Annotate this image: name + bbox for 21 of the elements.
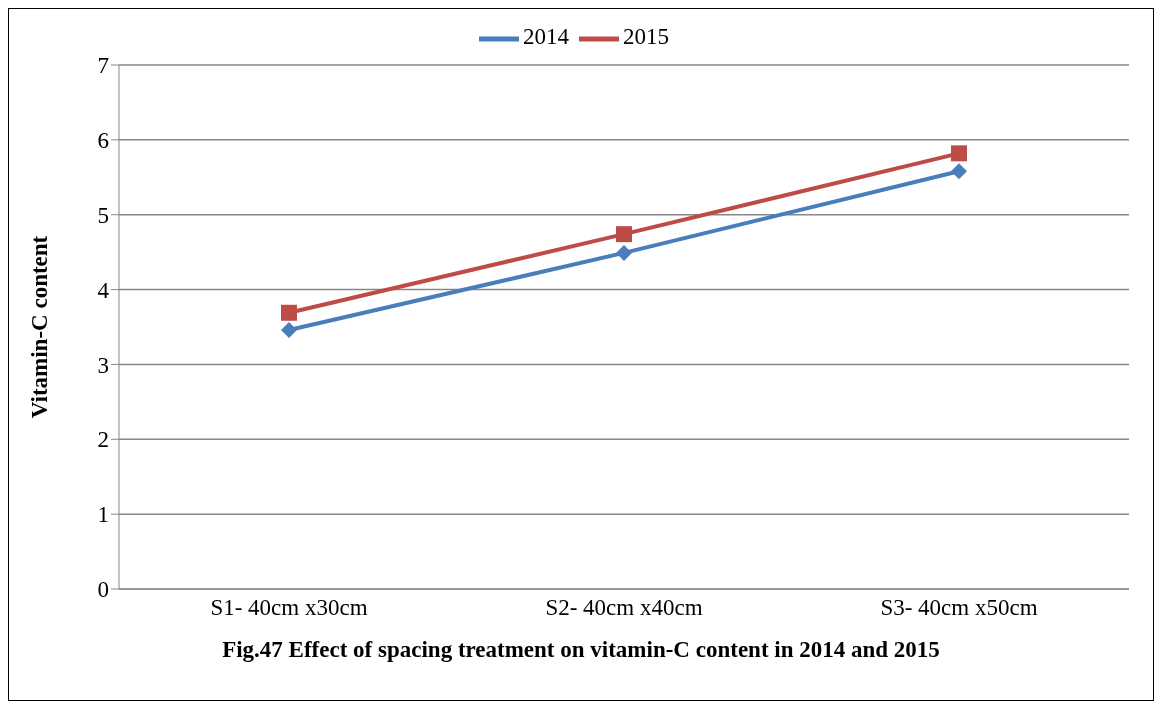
y-tick-label: 2: [97, 427, 109, 453]
legend-label: 2014: [523, 24, 569, 50]
y-tick-label: 6: [97, 128, 109, 154]
x-tick-label: S3- 40cm x50cm: [880, 595, 1038, 621]
point: [281, 321, 297, 338]
point: [616, 244, 632, 261]
point: [951, 163, 967, 180]
y-tick-label: 7: [97, 53, 109, 79]
y-tick-label: 3: [97, 352, 109, 378]
y-axis-title: Vitamin-C content: [27, 235, 53, 419]
legend-label: 2015: [623, 24, 669, 50]
y-tick-label: 1: [97, 502, 109, 528]
y-tick-label: 5: [97, 202, 109, 228]
y-tick-label: 0: [97, 577, 109, 603]
point: [281, 304, 297, 321]
point: [616, 226, 632, 243]
point: [951, 145, 967, 162]
x-tick-label: S1- 40cm x30cm: [210, 595, 368, 621]
y-tick-label: 4: [97, 277, 110, 303]
x-tick-label: S2- 40cm x40cm: [545, 595, 703, 621]
text: Fig.47 Effect of spacing treatment on vitamin-C content in 2014 and 2015: [221, 637, 941, 663]
